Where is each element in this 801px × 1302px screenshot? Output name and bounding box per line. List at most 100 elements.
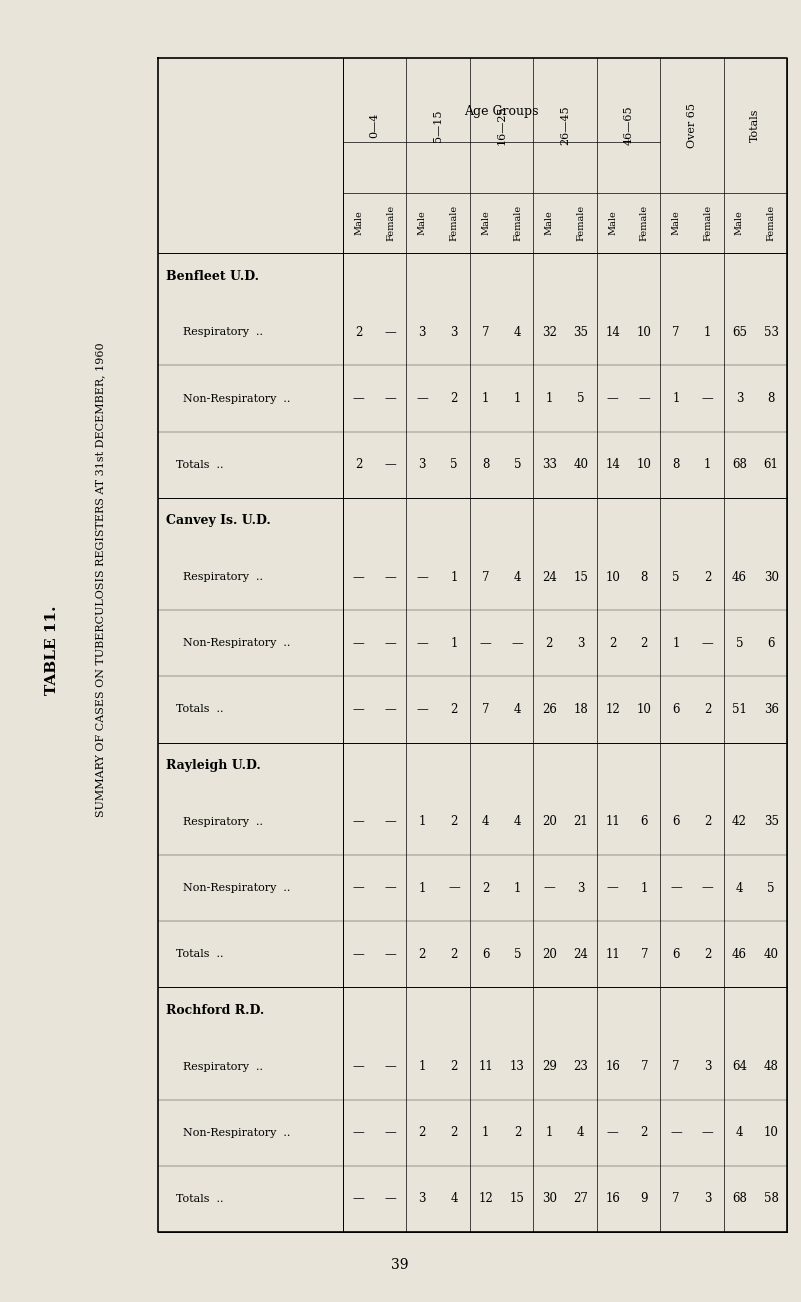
Text: —: — (384, 1126, 396, 1139)
Text: 1: 1 (672, 637, 680, 650)
Text: 2: 2 (355, 458, 363, 471)
Text: 3: 3 (704, 1193, 711, 1206)
Text: 40: 40 (763, 948, 779, 961)
Text: 65: 65 (732, 326, 747, 339)
Text: —: — (480, 637, 492, 650)
Text: 1: 1 (704, 326, 711, 339)
Text: 7: 7 (482, 570, 489, 583)
Text: Respiratory  ..: Respiratory .. (183, 816, 263, 827)
Text: 9: 9 (641, 1193, 648, 1206)
Text: 1: 1 (450, 570, 457, 583)
Text: 1: 1 (450, 637, 457, 650)
Text: 4: 4 (482, 815, 489, 828)
Text: Rochford R.D.: Rochford R.D. (166, 1004, 264, 1017)
Text: 1: 1 (482, 1126, 489, 1139)
Text: —: — (606, 1126, 618, 1139)
Text: 3: 3 (577, 637, 585, 650)
Text: 2: 2 (419, 1126, 426, 1139)
Text: 3: 3 (577, 881, 585, 894)
Text: Female: Female (703, 204, 712, 241)
Text: 1: 1 (482, 392, 489, 405)
Text: 5: 5 (513, 458, 521, 471)
Text: Respiratory  ..: Respiratory .. (183, 1061, 263, 1072)
Text: 36: 36 (763, 703, 779, 716)
Text: 16: 16 (605, 1060, 620, 1073)
Text: —: — (384, 458, 396, 471)
Text: 2: 2 (450, 815, 457, 828)
Text: 2: 2 (513, 1126, 521, 1139)
Text: 6: 6 (767, 637, 775, 650)
Text: —: — (702, 881, 714, 894)
Text: 1: 1 (545, 392, 553, 405)
Text: 2: 2 (450, 392, 457, 405)
Text: 39: 39 (391, 1258, 409, 1272)
Text: 35: 35 (574, 326, 589, 339)
Text: —: — (384, 326, 396, 339)
Text: TABLE 11.: TABLE 11. (45, 605, 59, 695)
Text: —: — (448, 881, 460, 894)
Text: 10: 10 (637, 458, 652, 471)
Text: 33: 33 (541, 458, 557, 471)
Text: Male: Male (735, 211, 744, 236)
Text: 4: 4 (450, 1193, 457, 1206)
Text: —: — (543, 881, 555, 894)
Text: —: — (384, 1193, 396, 1206)
Text: 0—4: 0—4 (370, 113, 380, 138)
Text: —: — (353, 1193, 364, 1206)
Text: 11: 11 (606, 815, 620, 828)
Text: —: — (670, 881, 682, 894)
Text: Totals  ..: Totals .. (176, 1194, 223, 1204)
Text: —: — (702, 392, 714, 405)
Text: —: — (670, 1126, 682, 1139)
Text: 3: 3 (735, 392, 743, 405)
Text: Non-Respiratory  ..: Non-Respiratory .. (183, 638, 291, 648)
Text: 2: 2 (450, 1126, 457, 1139)
Text: 2: 2 (450, 703, 457, 716)
Text: Totals  ..: Totals .. (176, 949, 223, 960)
Text: 24: 24 (574, 948, 588, 961)
Text: —: — (353, 1060, 364, 1073)
Text: 51: 51 (732, 703, 747, 716)
Text: 10: 10 (605, 570, 620, 583)
Text: —: — (353, 815, 364, 828)
Text: 46: 46 (732, 570, 747, 583)
Text: 48: 48 (763, 1060, 779, 1073)
Text: 5: 5 (450, 458, 457, 471)
Text: 1: 1 (641, 881, 648, 894)
Text: 8: 8 (672, 458, 680, 471)
Text: 35: 35 (763, 815, 779, 828)
Text: Female: Female (767, 204, 775, 241)
Text: 4: 4 (577, 1126, 585, 1139)
Text: Rayleigh U.D.: Rayleigh U.D. (166, 759, 261, 772)
Text: 10: 10 (637, 703, 652, 716)
Text: Male: Male (671, 211, 681, 236)
Text: Female: Female (386, 204, 395, 241)
Text: 6: 6 (672, 815, 680, 828)
Text: —: — (638, 392, 650, 405)
Text: 4: 4 (735, 1126, 743, 1139)
Text: 3: 3 (419, 326, 426, 339)
Text: 1: 1 (419, 815, 426, 828)
Text: 4: 4 (513, 570, 521, 583)
Text: Totals: Totals (751, 109, 760, 142)
Text: Non-Respiratory  ..: Non-Respiratory .. (183, 1128, 291, 1138)
Text: 12: 12 (606, 703, 620, 716)
Text: —: — (702, 1126, 714, 1139)
Text: 5: 5 (735, 637, 743, 650)
Text: 64: 64 (732, 1060, 747, 1073)
Text: 1: 1 (513, 881, 521, 894)
Text: 61: 61 (763, 458, 779, 471)
Text: Respiratory  ..: Respiratory .. (183, 327, 263, 337)
Text: 3: 3 (419, 458, 426, 471)
Text: 8: 8 (641, 570, 648, 583)
Text: —: — (384, 1060, 396, 1073)
Text: —: — (512, 637, 523, 650)
Text: 20: 20 (541, 815, 557, 828)
Text: Male: Male (418, 211, 427, 236)
Text: —: — (702, 637, 714, 650)
Text: Totals  ..: Totals .. (176, 704, 223, 715)
Text: —: — (384, 703, 396, 716)
Text: 7: 7 (641, 948, 648, 961)
Text: 7: 7 (672, 1193, 680, 1206)
Text: 10: 10 (763, 1126, 779, 1139)
